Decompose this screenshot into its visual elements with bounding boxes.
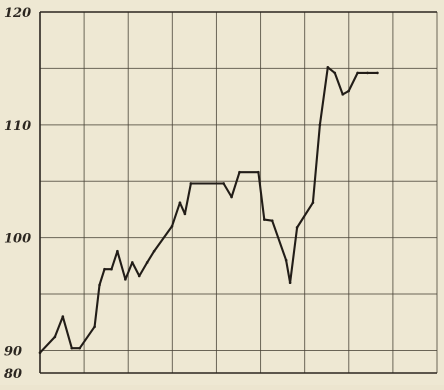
data-point [356, 71, 359, 75]
data-point [311, 201, 315, 204]
data-point [152, 249, 156, 253]
data-point [38, 351, 42, 354]
data-point [103, 267, 106, 271]
data-point [93, 325, 96, 329]
data-point [270, 219, 274, 223]
data-point [110, 267, 113, 271]
data-point [124, 278, 127, 281]
data-point [183, 212, 187, 216]
y-tick-label: 90 [4, 344, 22, 359]
data-point [238, 170, 241, 174]
y-tick-label: 120 [4, 6, 31, 21]
data-point [178, 201, 182, 204]
series-line [38, 66, 379, 354]
data-point [257, 170, 260, 174]
data-point [137, 274, 141, 278]
data-point [376, 71, 379, 75]
data-point [222, 182, 225, 185]
data-point [131, 261, 134, 264]
y-tick-label: 80 [4, 367, 22, 382]
y-tick-label: 110 [4, 119, 31, 134]
data-point [284, 258, 288, 262]
data-point [333, 71, 337, 75]
data-point [116, 249, 119, 253]
data-point [98, 283, 101, 287]
data-point [295, 226, 299, 229]
data-point [341, 93, 345, 96]
data-point [170, 225, 174, 228]
data-point [288, 281, 292, 285]
data-point [61, 315, 65, 318]
data-point [263, 218, 266, 221]
data-point [366, 71, 369, 75]
data-point [230, 195, 233, 199]
data-point [70, 346, 74, 350]
data-point [53, 335, 57, 339]
data-point [326, 65, 330, 69]
y-tick-label: 100 [4, 232, 31, 247]
data-point [318, 123, 322, 127]
data-point [189, 182, 193, 185]
data-point [347, 89, 350, 93]
data-point [78, 346, 81, 350]
data-point [145, 261, 149, 264]
